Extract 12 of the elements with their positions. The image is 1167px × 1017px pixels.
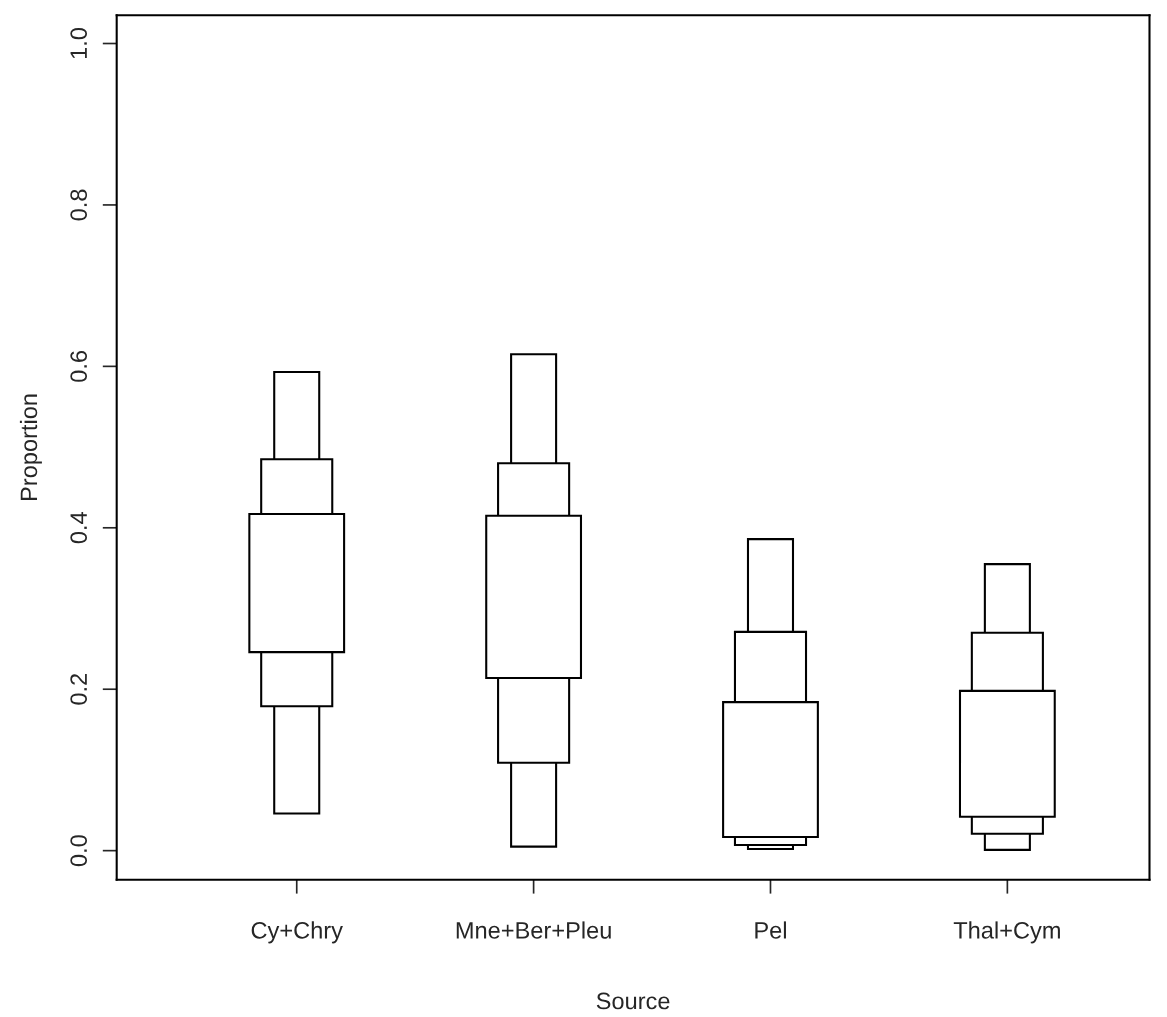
x-tick-label: Mne+Ber+Pleu <box>456 921 611 939</box>
y-tick-label: 0.2 <box>70 673 88 705</box>
y-tick-label: 1.0 <box>70 28 88 59</box>
y-axis-title: Proportion <box>19 394 42 501</box>
y-tick-label: 0.4 <box>70 512 88 544</box>
y-tick-label: 0.8 <box>70 189 88 221</box>
y-tick-label: 0.6 <box>70 350 88 382</box>
x-tick-label: Cy+Chry <box>251 921 343 944</box>
x-tick-label: Thal+Cym <box>953 921 1060 944</box>
x-axis-title: Source <box>596 992 670 1010</box>
x-tick-label: Pel <box>755 921 786 939</box>
y-tick-label: 0.0 <box>70 835 88 867</box>
